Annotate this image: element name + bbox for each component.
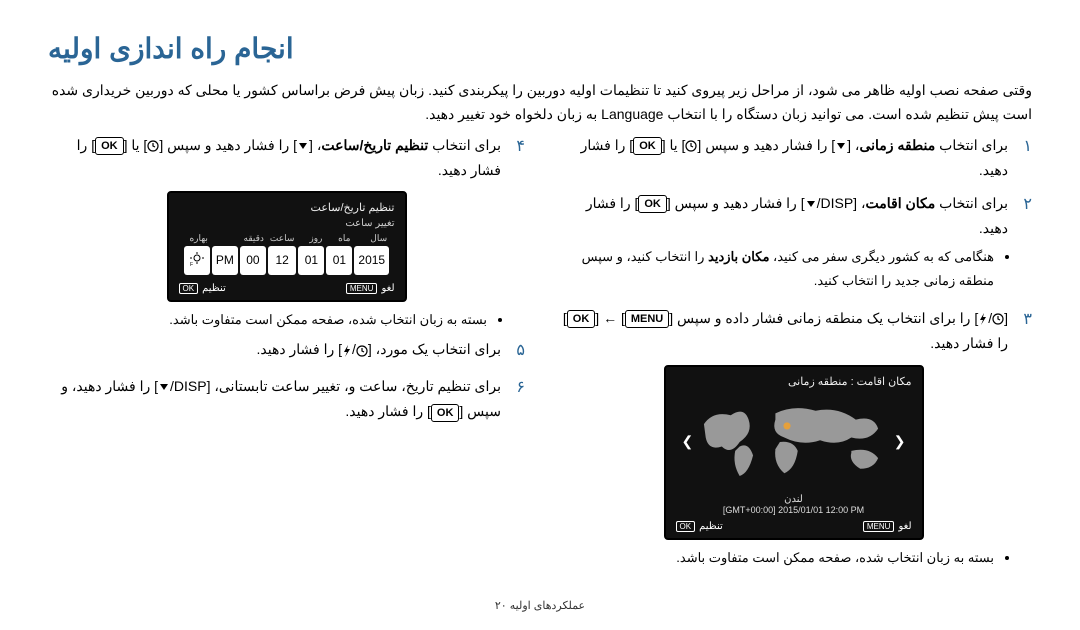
step-number: ۱ [1018, 133, 1032, 183]
step-number: ۵ [511, 337, 525, 366]
cancel-label: لغو [898, 521, 911, 532]
down-icon [297, 141, 309, 151]
chevron-right-icon[interactable]: ❯ [680, 431, 696, 452]
dt-header: دقیقه [240, 233, 266, 244]
set-label: تنظیم [202, 283, 226, 294]
dt-header: ماه [326, 233, 352, 244]
dt-value[interactable]: 01 [326, 246, 352, 275]
lcd-screen-timezone: مکان اقامت : منطقه زمانی ❮ ❯ [664, 365, 924, 540]
screen-title: تنظیم تاریخ/ساعت [179, 201, 395, 214]
clock-icon [356, 345, 368, 357]
dt-header: سال [354, 233, 389, 244]
dt-value[interactable]: 00 [240, 246, 266, 275]
screen-gmt: [GMT+00:00] 2015/01/01 12:00 PM [723, 505, 864, 515]
step-4: برای انتخاب تنظیم تاریخ/ساعت، [] را فشار… [48, 133, 501, 183]
dt-value[interactable]: 2015 [354, 246, 389, 275]
datetime-table: سال ماه روز ساعت دقیقه بهاره 2015 01 01 … [182, 231, 391, 277]
down-icon [835, 141, 847, 151]
chevron-left-icon[interactable]: ❮ [892, 431, 908, 452]
step-1: برای انتخاب منطقه زمانی، [] را فشار دهید… [555, 133, 1008, 183]
page-title: انجام راه اندازی اولیه [48, 32, 1032, 65]
lcd-screen-datetime: تنظیم تاریخ/ساعت تغییر ساعت سال ماه روز … [167, 191, 407, 302]
clock-icon [992, 313, 1004, 325]
step-number: ۲ [1018, 191, 1032, 298]
right-column: ۱ برای انتخاب منطقه زمانی، [] را فشار ده… [555, 133, 1032, 575]
note-right: بسته به زبان انتخاب شده، صفحه ممکن است م… [555, 546, 994, 569]
dt-header: ساعت [268, 233, 297, 244]
cancel-label: لغو [381, 283, 394, 294]
world-map-graphic [695, 392, 892, 492]
dt-value[interactable]: 01 [298, 246, 324, 275]
screen-city: لندن [676, 494, 912, 505]
down-icon [805, 199, 817, 209]
step-number: ۳ [1018, 306, 1032, 356]
flash-icon [342, 345, 352, 357]
step-6: برای تنظیم تاریخ، ساعت و، تغییر ساعت تاب… [48, 374, 501, 424]
step-number: ۴ [511, 133, 525, 183]
dt-header: بهاره [184, 233, 210, 244]
set-label: تنظیم [699, 521, 723, 532]
step-2: برای انتخاب مکان اقامت، [/DISP] را فشار … [555, 191, 1008, 298]
intro-text: وقتی صفحه نصب اولیه ظاهر می شود، از مراح… [48, 79, 1032, 127]
step-3: [/] را برای انتخاب یک منطقه زمانی فشار د… [555, 306, 1008, 356]
screen-subtitle: تغییر ساعت [179, 218, 395, 229]
screen-title: مکان اقامت : منطقه زمانی [676, 375, 912, 388]
dt-header: روز [298, 233, 324, 244]
left-column: ۴ برای انتخاب تنظیم تاریخ/ساعت، [] را فش… [48, 133, 525, 575]
down-icon [158, 382, 170, 392]
note-left: بسته به زبان انتخاب شده، صفحه ممکن است م… [48, 308, 487, 331]
flash-icon [978, 313, 988, 325]
step-2-sub: هنگامی که به کشور دیگری سفر می کنید، مکا… [555, 245, 994, 292]
step-number: ۶ [511, 374, 525, 424]
step-5: برای انتخاب یک مورد، [/] را فشار دهید. [48, 337, 501, 366]
dt-value[interactable]: PM [212, 246, 238, 275]
clock-icon [147, 140, 159, 152]
clock-icon [685, 140, 697, 152]
page-footer: عملکردهای اولیه ۲۰ [0, 599, 1080, 612]
dt-value[interactable]: 12 [268, 246, 297, 275]
svg-text:OFF: OFF [190, 262, 193, 266]
dt-dst-icon[interactable]: OFF [184, 246, 210, 275]
